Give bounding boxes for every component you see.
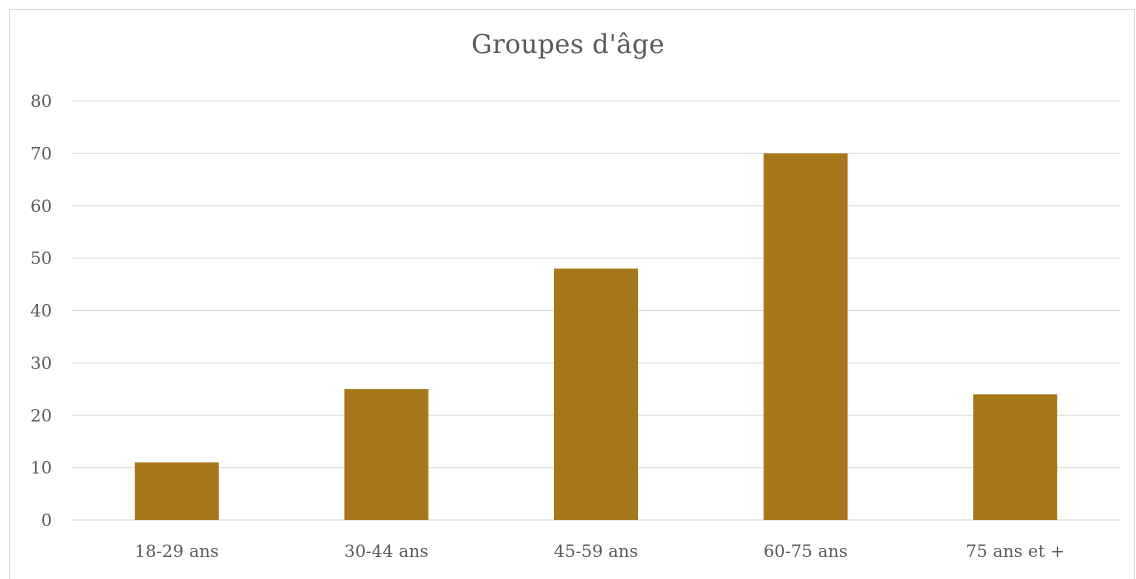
- bar-18-29-ans: [134, 462, 219, 520]
- x-tick-label: 75 ans et +: [966, 542, 1065, 562]
- x-axis-tick-labels: 18-29 ans 30-44 ans 45-59 ans 60-75 ans 75 a…: [135, 542, 1065, 562]
- y-tick-label: 30: [30, 354, 52, 374]
- bar-60-75-ans: [763, 153, 848, 520]
- chart-title: Groupes d'âge: [471, 30, 665, 60]
- y-tick-label: 10: [30, 459, 52, 479]
- bar-75-ans-et: [973, 394, 1058, 520]
- y-tick-label: 80: [30, 92, 52, 112]
- y-tick-label: 0: [41, 511, 52, 531]
- y-tick-label: 50: [30, 249, 52, 269]
- x-tick-label: 18-29 ans: [135, 542, 219, 562]
- chart-area: [9, 9, 1135, 579]
- y-tick-label: 20: [30, 406, 52, 426]
- x-tick-label: 30-44 ans: [344, 542, 428, 562]
- bar-30-44-ans: [344, 389, 429, 520]
- x-tick-label: 60-75 ans: [763, 542, 847, 562]
- x-tick-label: 45-59 ans: [554, 542, 638, 562]
- y-tick-label: 40: [30, 302, 52, 322]
- bars: [134, 153, 1058, 520]
- bar-45-59-ans: [554, 268, 638, 520]
- y-tick-label: 70: [30, 144, 52, 164]
- y-tick-label: 60: [30, 197, 52, 217]
- y-axis-tick-labels: 0 10 20 30 40 50 60 70 80: [30, 92, 52, 531]
